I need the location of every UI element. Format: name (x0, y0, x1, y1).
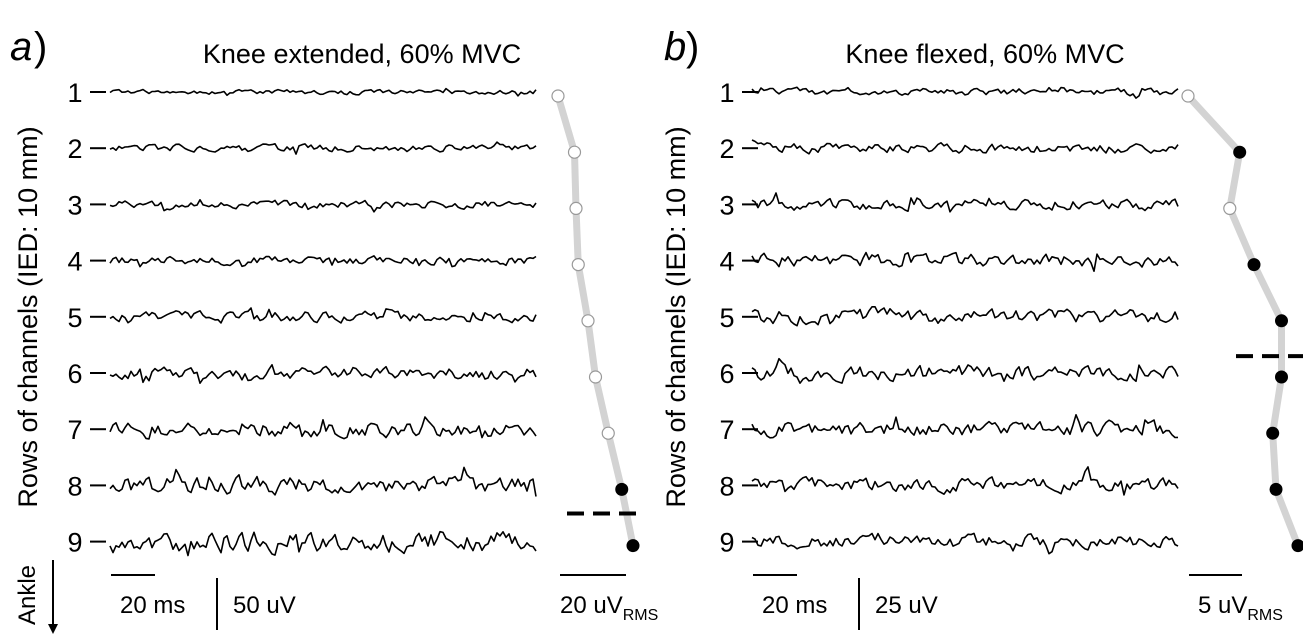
ankle-label: Ankle (14, 565, 41, 625)
emg-trace (109, 416, 537, 440)
emg-trace (751, 192, 1179, 213)
row-label: 2 (67, 134, 82, 164)
row-label: 7 (719, 415, 734, 445)
rms-marker-open (588, 370, 603, 384)
ankle-arrow-icon (48, 560, 58, 634)
rms-marker-filled (1233, 145, 1247, 159)
rms-marker-open (571, 258, 585, 272)
panel-a-paren: ) (34, 25, 47, 69)
panel-a-time-scale-label: 20 ms (120, 592, 185, 619)
row-label: 2 (719, 134, 734, 164)
panel-a-row-labels: 1 2 3 4 5 6 7 8 9 (67, 78, 106, 558)
panel-b-time-scale-label: 20 ms (762, 592, 827, 619)
row-label: 1 (719, 78, 734, 108)
row-label: 6 (67, 359, 82, 389)
rms-marker-filled (1275, 370, 1288, 384)
emg-trace (751, 139, 1179, 155)
emg-trace (751, 86, 1179, 99)
rms-marker-filled (626, 539, 640, 553)
emg-trace (109, 307, 537, 324)
row-label: 4 (67, 247, 82, 277)
rms-profile-line (554, 92, 637, 550)
rms-marker-open (581, 314, 595, 328)
rms-marker-filled (615, 482, 629, 496)
row-label: 5 (67, 303, 82, 333)
panel-b-letter: b (664, 25, 686, 69)
y-axis-label-b: Rows of channels (IED: 10 mm) (661, 126, 691, 507)
rms-marker-open (569, 201, 583, 215)
panel-b-amp-scale-label: 25 uV (875, 592, 938, 619)
row-label: 1 (67, 78, 82, 108)
panel-b: b ) Knee flexed, 60% MVC 1 2 3 4 5 6 7 8 9 20 ms… (664, 25, 1303, 630)
emg-trace (751, 251, 1179, 273)
row-label: 3 (67, 190, 82, 220)
panel-a-rms-profile (551, 89, 642, 553)
row-label: 3 (719, 190, 734, 220)
emg-trace (109, 363, 537, 385)
panel-b-paren: ) (686, 25, 699, 69)
y-axis-label: Rows of channels (IED: 10 mm) (13, 126, 43, 507)
emg-trace (109, 141, 537, 155)
row-label: 8 (67, 471, 82, 501)
row-label: 6 (719, 359, 734, 389)
rms-marker-open (601, 426, 615, 440)
row-label: 4 (719, 247, 734, 277)
rms-marker-filled (1269, 482, 1283, 496)
panel-a-amp-scale-label: 50 uV (233, 592, 296, 619)
emg-trace (109, 255, 537, 268)
emg-trace (109, 530, 537, 557)
panel-a-rms-scale-label: 20 uVRMS (560, 592, 658, 624)
rms-marker-open (551, 89, 565, 103)
row-label: 5 (719, 303, 734, 333)
panel-a-title: Knee extended, 60% MVC (203, 39, 521, 69)
emg-trace (751, 532, 1179, 555)
panel-b-title: Knee flexed, 60% MVC (845, 39, 1124, 69)
panel-b-row-labels: 1 2 3 4 5 6 7 8 9 (719, 78, 758, 558)
panel-b-rms-profile (1181, 89, 1303, 553)
emg-trace (751, 357, 1179, 385)
rms-marker-filled (1247, 258, 1261, 272)
rms-marker-open (1223, 201, 1237, 215)
emg-trace (109, 87, 537, 97)
panel-a: a ) Knee extended, 60% MVC 1 2 3 4 5 6 7 8 9 20 … (10, 25, 658, 630)
emg-trace (751, 413, 1179, 439)
rms-marker-filled (1266, 426, 1280, 440)
row-label: 9 (67, 528, 82, 558)
rms-marker-filled (1275, 314, 1288, 328)
emg-trace (751, 466, 1179, 496)
emg-trace (751, 305, 1179, 327)
panel-a-letter: a (10, 25, 32, 69)
row-label: 8 (719, 471, 734, 501)
panel-b-emg-traces (751, 86, 1179, 555)
row-label: 9 (719, 528, 734, 558)
emg-trace (109, 199, 537, 213)
rms-marker-open (567, 145, 582, 159)
emg-trace (109, 466, 537, 497)
row-label: 7 (67, 415, 82, 445)
rms-marker-filled (1291, 539, 1303, 553)
panel-a-emg-traces (109, 87, 537, 557)
panel-b-rms-scale-label: 5 uVRMS (1198, 592, 1283, 624)
rms-marker-open (1181, 89, 1195, 103)
